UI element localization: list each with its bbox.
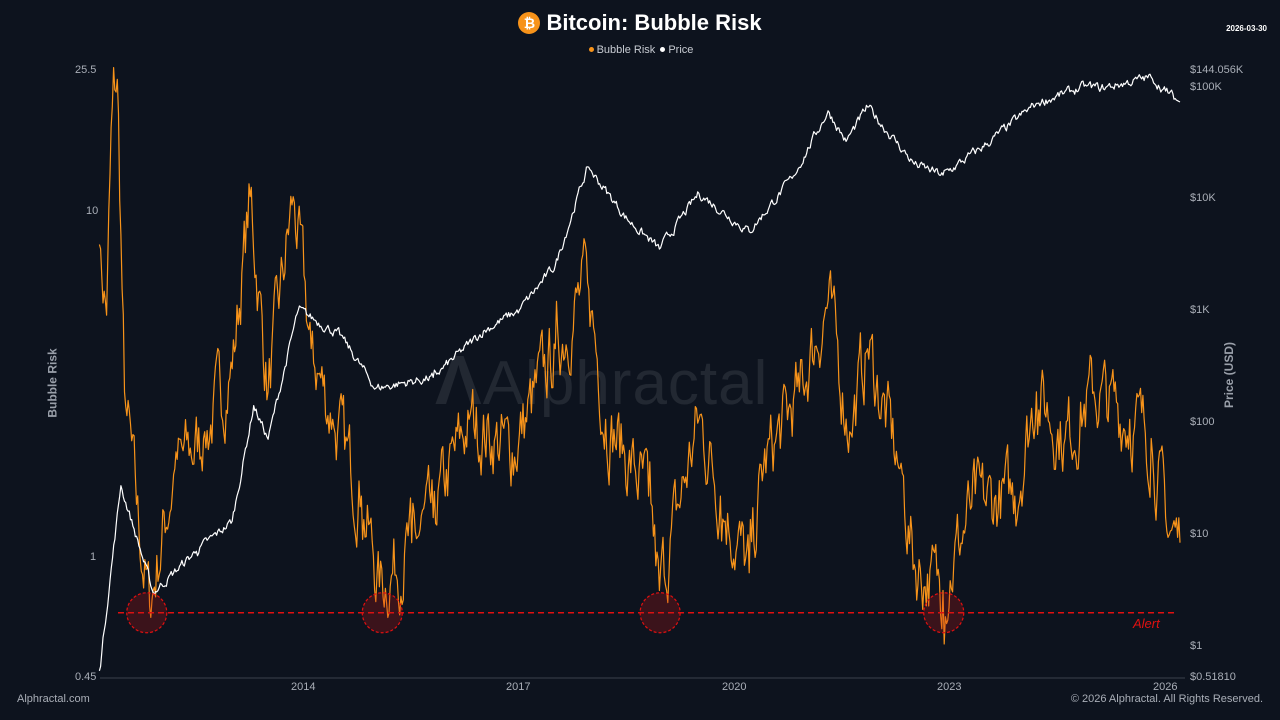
y2-tick: $0.51810 (1190, 671, 1236, 683)
legend-label: Price (668, 44, 694, 56)
y2-tick: $1K (1190, 304, 1210, 316)
price-line (98, 73, 1181, 671)
legend-dot-icon (588, 47, 594, 52)
alphractal-logo-icon: Λ (435, 341, 483, 419)
x-tick: 2020 (722, 681, 747, 693)
alert-marker (126, 592, 168, 634)
footer-site: Alphractal.com (17, 693, 90, 705)
y-tick: 1 (90, 551, 97, 563)
legend-price[interactable]: Price (658, 44, 693, 56)
legend-label: Bubble Risk (596, 44, 656, 56)
date-label: 2026-03-30 (1226, 24, 1267, 33)
x-tick: 2017 (506, 681, 531, 693)
x-tick: 2026 (1153, 681, 1178, 693)
alert-marker (361, 592, 403, 634)
legend-dot-icon (660, 47, 666, 52)
alert-marker (639, 592, 681, 634)
chart-title: ₿ Bitcoin: Bubble Risk (0, 10, 1280, 36)
y-tick: 0.45 (75, 671, 97, 683)
legend: Bubble Risk Price (0, 44, 1280, 56)
title-text: Bitcoin: Bubble Risk (546, 10, 762, 35)
alert-marker (923, 592, 965, 634)
y2-tick: $100 (1190, 416, 1215, 428)
x-tick: 2014 (291, 681, 316, 693)
bitcoin-icon: ₿ (518, 12, 541, 34)
y-tick: 10 (86, 205, 99, 217)
y2-tick: $10K (1190, 192, 1216, 204)
footer-copyright: © 2026 Alphractal. All Rights Reserved. (1070, 693, 1263, 705)
y2-tick: $144.056K (1190, 64, 1244, 76)
y2-tick: $10 (1190, 528, 1209, 540)
y2-tick: $1 (1190, 640, 1203, 652)
bubble-risk-line (98, 67, 1181, 645)
alert-label: Alert (1133, 616, 1160, 631)
y-tick: 25.5 (75, 64, 97, 76)
y2-tick: $100K (1190, 81, 1222, 93)
legend-bubble-risk[interactable]: Bubble Risk (587, 44, 656, 56)
x-tick: 2023 (937, 681, 962, 693)
